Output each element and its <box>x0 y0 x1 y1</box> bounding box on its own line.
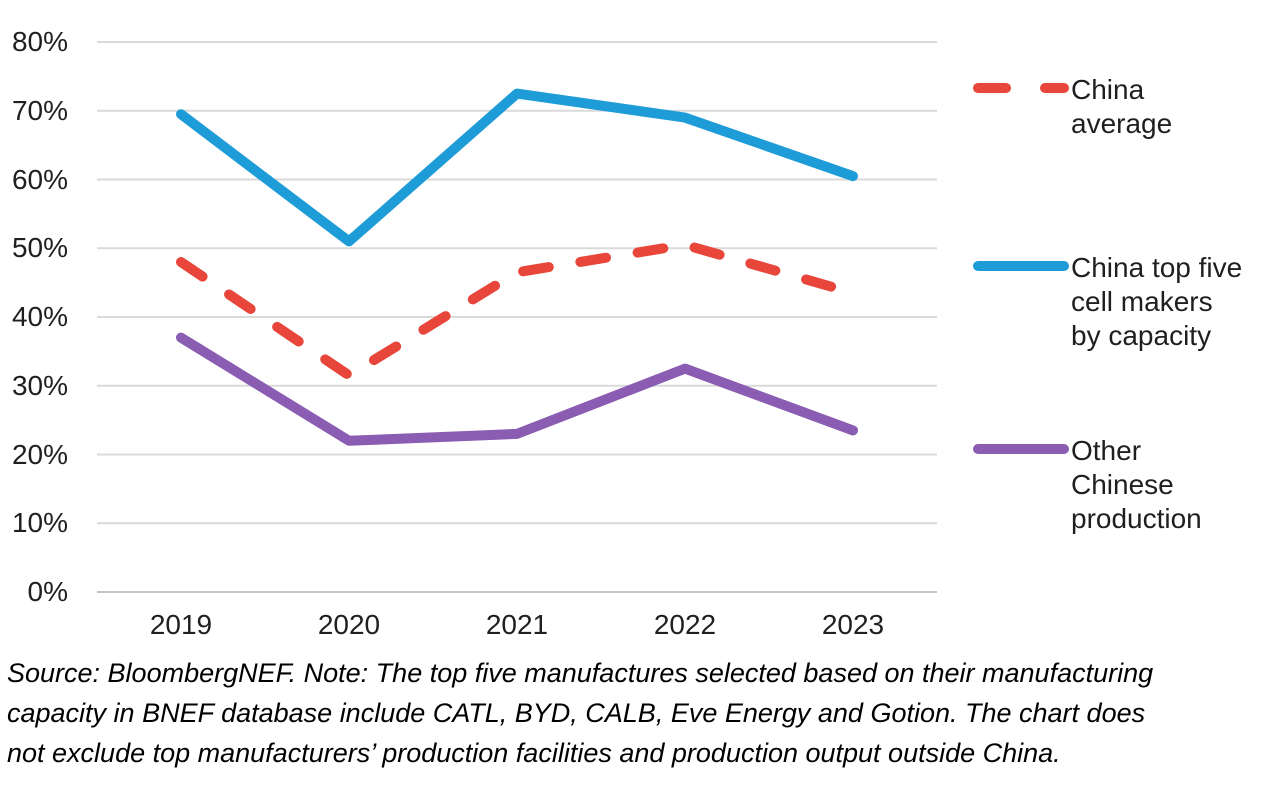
x-axis-tick-label: 2021 <box>485 609 549 640</box>
legend-label-line: production <box>1071 503 1202 534</box>
y-axis-tick-label: 60% <box>11 163 68 195</box>
x-axis-tick-label: 2019 <box>149 609 213 640</box>
series-line-other-chinese-production <box>176 332 858 446</box>
y-axis: 0% 10% 20% 30% 40% 50% 60% 70% 80% <box>0 0 68 607</box>
x-axis-tick-label: 2023 <box>821 609 885 640</box>
legend-label-china-top-five: China top five cell makers by capacity <box>1071 251 1263 353</box>
y-axis-tick-label: 40% <box>11 301 68 332</box>
source-note-line: capacity in BNEF database include CATL, … <box>7 698 1146 728</box>
series-line-china-average <box>176 239 858 381</box>
solid-line-swatch-icon <box>973 444 1069 454</box>
legend-label-line: China <box>1071 74 1145 105</box>
y-axis-tick-label: 50% <box>11 232 68 264</box>
legend-label-line: Chinese <box>1071 469 1174 500</box>
y-axis-tick-label: 30% <box>11 369 68 401</box>
y-axis-tick-label: 20% <box>11 438 68 470</box>
x-axis-tick-label: 2020 <box>317 609 381 640</box>
legend-label-line: average <box>1071 108 1173 139</box>
legend-label-line: China top five <box>1071 252 1243 283</box>
y-axis-tick-label: 70% <box>11 94 68 126</box>
legend-label-line: by capacity <box>1071 320 1212 351</box>
legend-label-line: Other <box>1071 435 1142 466</box>
legend-label-china-average: China average <box>1071 73 1263 141</box>
dashed-line-swatch-icon <box>973 83 1069 93</box>
x-axis: 2019 2020 2021 2022 2023 <box>0 608 1000 648</box>
legend-label-other-chinese: Other Chinese production <box>1071 434 1263 536</box>
source-note-line: not exclude top manufacturers’ productio… <box>7 738 1061 768</box>
y-axis-tick-label: 80% <box>11 26 68 57</box>
source-note-line: Source: BloombergNEF. Note: The top five… <box>7 658 1154 688</box>
legend-label-line: cell makers <box>1071 286 1213 317</box>
y-axis-tick-label: 0% <box>27 576 68 607</box>
source-note: Source: BloombergNEF. Note: The top five… <box>7 653 1259 773</box>
solid-line-swatch-icon <box>973 261 1069 271</box>
series-line-china-top-five-cell-makers-by-capacity <box>176 88 858 247</box>
y-axis-tick-label: 10% <box>11 507 68 539</box>
x-axis-tick-label: 2022 <box>653 609 717 640</box>
